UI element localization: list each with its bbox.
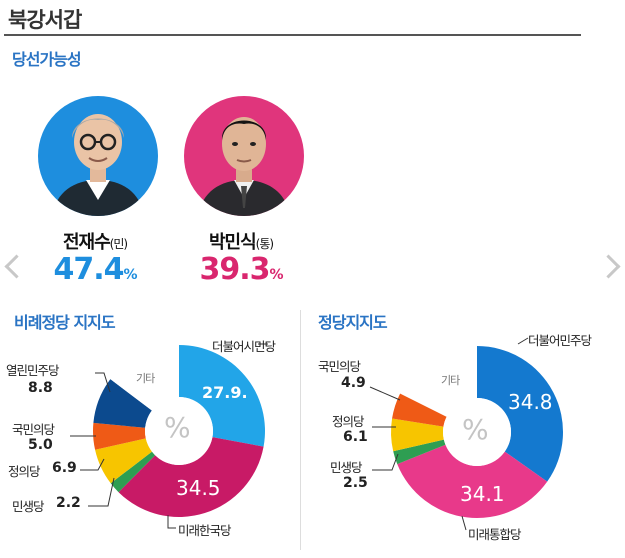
label-united-future: 미래통합당 — [468, 527, 522, 542]
value-minsaeng-2: 2.5 — [343, 475, 368, 491]
center-percent-1: % — [164, 411, 191, 444]
proportional-center — [145, 397, 213, 465]
party-slice-1 — [477, 346, 563, 482]
value-ppp-2: 4.9 — [341, 375, 366, 391]
candidate-1-photo — [38, 96, 158, 216]
value-united-future: 34.1 — [460, 482, 505, 506]
candidate-2-name: 박민식(통) — [166, 228, 316, 254]
party-slice-5 — [392, 393, 447, 427]
value-democratic: 34.8 — [508, 390, 553, 414]
page-title: 북강서갑 — [8, 8, 82, 32]
candidate-2-party: (통) — [255, 237, 274, 251]
candidate-1-name: 전재수(민) — [20, 228, 170, 254]
candidate-2-name-text: 박민식 — [208, 232, 257, 253]
proportional-slice-7 — [110, 345, 179, 411]
value-dem-platform: 27.9. — [202, 383, 248, 402]
label-minsaeng-2: 민생당 — [330, 460, 363, 475]
candidate-1-unit: % — [123, 267, 138, 283]
leader-justice-1 — [80, 458, 105, 471]
label-future-korea: 미래한국당 — [178, 523, 232, 538]
leader-future-korea — [167, 515, 176, 529]
candidate-1-percent: 47.4% — [20, 252, 170, 287]
leader-minsaeng-2 — [372, 453, 399, 471]
candidate-2-percent: 39.3% — [166, 252, 316, 287]
value-justice-1: 6.9 — [52, 460, 77, 476]
party-center — [443, 398, 511, 466]
value-open-democratic: 8.8 — [28, 380, 53, 396]
candidate-2-unit: % — [269, 267, 284, 283]
party-slice-2 — [397, 444, 548, 518]
proportional-slice-5 — [92, 422, 146, 450]
label-justice-1: 정의당 — [8, 464, 41, 479]
party-support-heading: 정당지지도 — [318, 313, 388, 332]
label-democratic: 더불어민주당 — [528, 333, 592, 348]
leader-minsaeng-1 — [88, 477, 115, 507]
candidate-1-name-text: 전재수 — [62, 232, 111, 253]
value-ppp-1: 5.0 — [28, 437, 53, 453]
section-divider — [300, 310, 301, 550]
candidate-1-value: 47.4 — [53, 252, 124, 287]
title-underline — [4, 34, 581, 36]
label-justice-2: 정의당 — [332, 414, 365, 429]
label-ppp-1: 국민의당 — [12, 422, 55, 437]
proportional-slice-1 — [179, 345, 265, 447]
proportional-slice-3 — [110, 451, 156, 493]
party-slice-3 — [393, 439, 446, 465]
candidate-1-party: (민) — [109, 237, 128, 251]
value-minsaeng-1: 2.2 — [56, 495, 81, 511]
proportional-slice-4 — [95, 438, 153, 484]
candidate-2-value: 39.3 — [199, 252, 270, 287]
proportional-slice-2 — [118, 437, 264, 517]
label-minsaeng-1: 민생당 — [12, 499, 45, 514]
party-slice-6 — [400, 346, 477, 417]
value-justice-2: 6.1 — [343, 429, 368, 445]
leader-democratic — [517, 337, 529, 345]
label-open-democratic: 열린민주당 — [6, 363, 60, 378]
leader-open-democratic — [95, 372, 111, 393]
likelihood-heading: 당선가능성 — [12, 50, 82, 69]
label-other-2: 기타 — [441, 374, 460, 387]
label-dem-platform: 더불어시민당 — [212, 339, 276, 354]
label-ppp-2: 국민의당 — [318, 359, 361, 374]
candidate-2-photo — [184, 96, 304, 216]
proportional-slice-6 — [93, 379, 152, 428]
party-slice-4 — [390, 418, 444, 452]
center-percent-2: % — [462, 413, 489, 446]
proportional-support-heading: 비례정당 지지도 — [14, 313, 116, 332]
value-future-korea: 34.5 — [176, 476, 221, 500]
leader-ppp-2 — [369, 386, 401, 401]
leader-united-future — [461, 515, 467, 531]
label-other-1: 기타 — [136, 372, 155, 385]
